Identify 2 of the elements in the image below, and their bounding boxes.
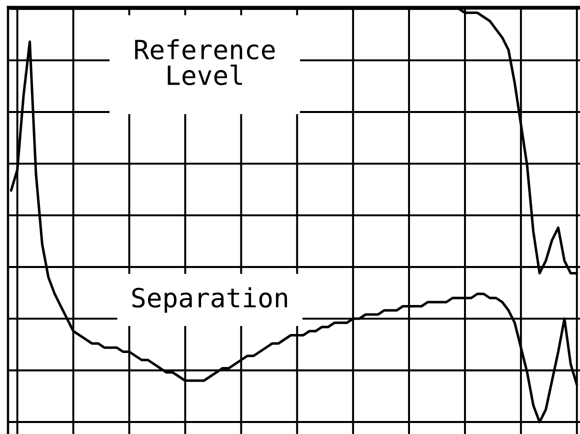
series-label: Separation (132, 287, 288, 313)
series-label: Reference Level (135, 39, 275, 86)
